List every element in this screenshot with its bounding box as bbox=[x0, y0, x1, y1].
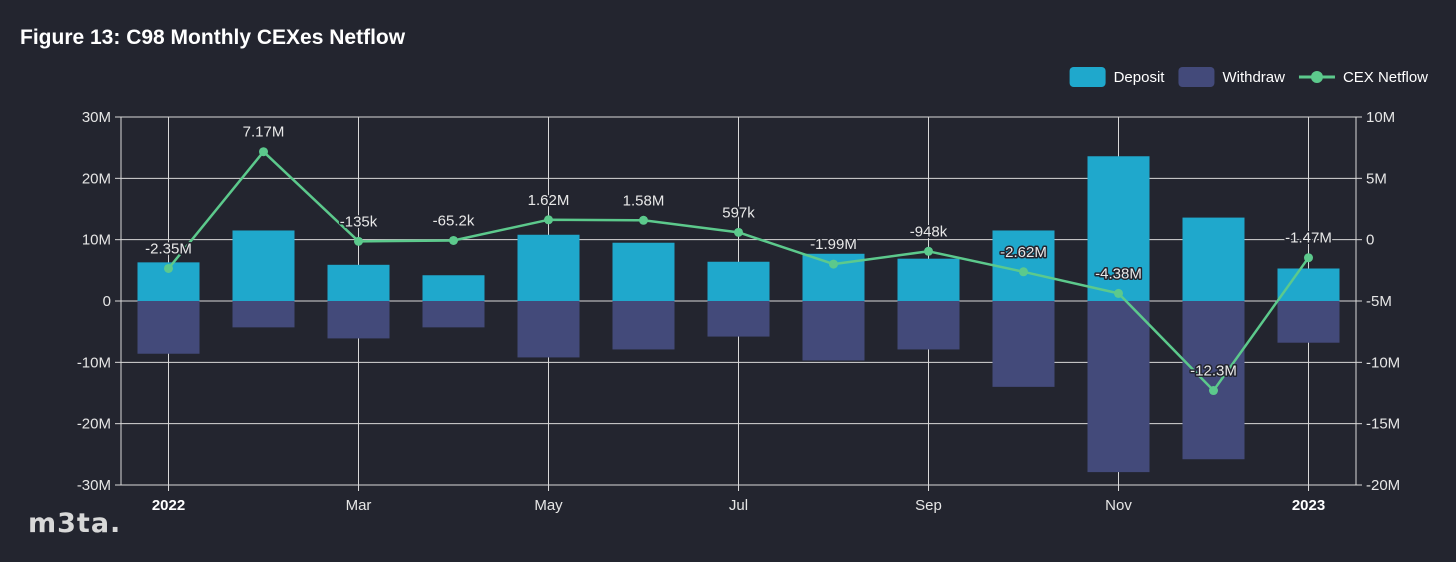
withdraw-bar bbox=[992, 301, 1055, 387]
netflow-point bbox=[164, 263, 173, 273]
right-tick-label: 0 bbox=[1366, 232, 1374, 249]
netflow-data-label: 1.62M bbox=[528, 192, 570, 209]
data-labels: -2.35M 7.17M -135k -65.2k 1.62M 1.58M 597k -1.9… bbox=[144, 122, 1334, 381]
withdraw-bar bbox=[707, 301, 770, 337]
x-axis: 2022 Mar May Jul Sep Nov 2023 bbox=[152, 485, 1325, 514]
netflow-point bbox=[1114, 288, 1123, 298]
netflow-line-series bbox=[164, 147, 1313, 396]
legend-item-cex-netflow[interactable]: CEX Netflow bbox=[1298, 69, 1428, 86]
netflow-point bbox=[829, 259, 838, 269]
legend-swatch bbox=[1069, 67, 1106, 87]
withdraw-bar bbox=[327, 301, 390, 339]
legend: CEX Netflow Withdraw Deposit bbox=[1069, 67, 1428, 87]
x-tick-label: Jul bbox=[729, 497, 748, 514]
legend-label: Deposit bbox=[1114, 69, 1166, 86]
deposit-bar bbox=[517, 234, 580, 301]
withdraw-bar bbox=[1182, 301, 1245, 460]
legend-swatch-marker bbox=[1310, 71, 1323, 83]
left-tick-label: 20M bbox=[82, 170, 111, 187]
netflow-point bbox=[1209, 386, 1218, 396]
chart-title: Figure 13: C98 Monthly CEXes Netflow bbox=[20, 26, 406, 49]
legend-label: CEX Netflow bbox=[1343, 69, 1428, 86]
netflow-data-label: -1.99M bbox=[810, 236, 857, 253]
right-tick-label: -10M bbox=[1366, 354, 1400, 371]
netflow-point bbox=[354, 236, 363, 246]
withdraw-bar bbox=[897, 301, 960, 350]
left-tick-label: 0 bbox=[103, 293, 111, 310]
netflow-data-label: -2.35M bbox=[145, 240, 192, 257]
netflow-point bbox=[544, 215, 553, 225]
withdraw-bar bbox=[1277, 301, 1340, 343]
deposit-bar bbox=[1182, 217, 1245, 301]
legend-swatch bbox=[1178, 67, 1215, 87]
x-tick-label: Nov bbox=[1105, 497, 1132, 514]
deposit-bar bbox=[707, 261, 770, 301]
withdraw-bar bbox=[137, 301, 200, 354]
netflow-data-label: 1.58M bbox=[623, 192, 665, 209]
x-tick-label: Mar bbox=[346, 497, 372, 514]
netflow-point bbox=[259, 147, 268, 157]
legend-item-deposit[interactable]: Deposit bbox=[1069, 67, 1166, 87]
netflow-point bbox=[924, 246, 933, 256]
x-tick-label: May bbox=[534, 497, 563, 514]
netflow-point bbox=[1019, 267, 1028, 277]
right-y-axis: 10M 5M 0 -5M -10M -15M -20M bbox=[1355, 109, 1400, 494]
withdraw-bar bbox=[612, 301, 675, 350]
netflow-data-label: 597k bbox=[722, 204, 755, 221]
netflow-point bbox=[1304, 253, 1313, 263]
deposit-bar bbox=[232, 230, 295, 301]
left-tick-label: -30M bbox=[77, 477, 111, 494]
netflow-data-label: -65.2k bbox=[433, 212, 475, 229]
x-tick-label: 2022 bbox=[152, 497, 185, 514]
netflow-point bbox=[639, 215, 648, 225]
deposit-bar bbox=[897, 258, 960, 301]
deposit-bar bbox=[612, 242, 675, 301]
deposit-bar bbox=[992, 230, 1055, 301]
withdraw-bar bbox=[1087, 301, 1150, 473]
right-tick-label: 5M bbox=[1366, 170, 1387, 187]
left-tick-label: 10M bbox=[82, 232, 111, 249]
netflow-data-label: -4.38M bbox=[1095, 265, 1142, 282]
deposit-bar bbox=[1277, 268, 1340, 301]
netflow-data-label: -12.3M bbox=[1190, 363, 1237, 380]
x-tick-label: Sep bbox=[915, 497, 942, 514]
right-tick-label: -5M bbox=[1366, 293, 1392, 310]
left-y-axis: 30M 20M 10M 0 -10M -20M -30M bbox=[77, 109, 122, 494]
withdraw-bar bbox=[517, 301, 580, 358]
x-tick-label: 2023 bbox=[1292, 497, 1325, 514]
legend-label: Withdraw bbox=[1222, 69, 1285, 86]
netflow-point bbox=[449, 235, 458, 245]
netflow-data-label: -1.47M bbox=[1285, 230, 1332, 247]
withdraw-bar bbox=[422, 301, 485, 328]
right-tick-label: 10M bbox=[1366, 109, 1395, 126]
netflow-data-label: 7.17M bbox=[243, 124, 285, 141]
netflow-point bbox=[734, 227, 743, 237]
left-tick-label: -20M bbox=[77, 416, 111, 433]
withdraw-bar bbox=[802, 301, 865, 361]
right-tick-label: -20M bbox=[1366, 477, 1400, 494]
right-tick-label: -15M bbox=[1366, 416, 1400, 433]
netflow-data-label: -948k bbox=[910, 223, 948, 240]
watermark-logo: m3ta. bbox=[28, 508, 121, 539]
netflow-data-label: -2.62M bbox=[1000, 244, 1047, 261]
deposit-bar bbox=[422, 275, 485, 301]
left-tick-label: 30M bbox=[82, 109, 111, 126]
withdraw-bar bbox=[232, 301, 295, 328]
left-tick-label: -10M bbox=[77, 354, 111, 371]
deposit-bar bbox=[327, 264, 390, 301]
deposit-bar bbox=[1087, 156, 1150, 301]
legend-item-withdraw[interactable]: Withdraw bbox=[1178, 67, 1285, 87]
netflow-data-label: -135k bbox=[340, 213, 378, 230]
